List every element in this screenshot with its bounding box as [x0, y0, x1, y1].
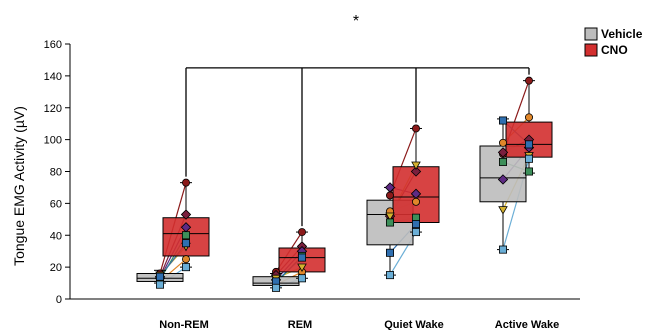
data-point: [411, 161, 421, 171]
y-tick-label: 0: [56, 294, 62, 306]
data-point: [498, 206, 508, 215]
data-point: [498, 245, 507, 254]
data-point: [181, 239, 190, 248]
legend-swatch: [584, 27, 598, 41]
significance-bracket: [185, 67, 530, 227]
data-point: [180, 209, 192, 220]
data-point: [525, 113, 534, 122]
data-point: [411, 228, 420, 237]
data-point: [385, 271, 394, 280]
data-point: [297, 253, 306, 262]
data-point: [525, 154, 534, 163]
y-tick-label: 100: [44, 135, 62, 147]
x-category-label: Quiet Wake: [384, 319, 444, 330]
axes: 0 20 40 60 80 100 120 140 160 Non-REM REM Quiet Wak…: [44, 39, 580, 330]
data-point: [498, 138, 507, 147]
y-tick-label: 160: [44, 39, 62, 51]
data-point: [525, 76, 534, 85]
data-point: [297, 228, 306, 237]
data-point: [181, 178, 190, 187]
legend-label: Vehicle: [601, 27, 643, 41]
data-point: [411, 220, 420, 229]
significance-label: *: [353, 13, 359, 30]
data-point: [498, 116, 507, 125]
data-point: [498, 157, 507, 166]
data-point: [385, 191, 394, 200]
data-point: [385, 248, 394, 257]
boxplots: [136, 80, 553, 289]
data-point: [411, 197, 420, 206]
legend-label: CNO: [601, 43, 628, 57]
data-point: [181, 255, 190, 264]
data-point: [385, 212, 395, 222]
y-tick-label: 80: [50, 167, 62, 179]
legend-swatch: [584, 43, 598, 57]
data-point: [525, 167, 534, 176]
y-tick-label: 20: [50, 262, 62, 274]
data-point: [384, 182, 396, 193]
data-point: [181, 231, 190, 240]
data-point: [297, 263, 307, 273]
y-tick-label: 120: [44, 103, 62, 115]
data-point: [297, 274, 306, 283]
data-point: [181, 263, 190, 272]
data-point: [271, 283, 280, 292]
data-point: [410, 166, 422, 177]
data-point: [155, 280, 164, 289]
y-axis-title: Tongue EMG Activity (µV): [11, 106, 27, 266]
data-point: [385, 218, 394, 227]
subject-lines: [159, 80, 530, 289]
data-point: [497, 174, 509, 185]
data-point: [155, 272, 164, 281]
x-category-label: Active Wake: [495, 319, 559, 330]
x-category-label: Non-REM: [159, 319, 209, 330]
legend: Vehicle CNO: [584, 27, 643, 57]
data-point: [497, 147, 509, 158]
y-tick-label: 60: [50, 198, 62, 210]
subject-markers: [154, 76, 535, 292]
y-tick-label: 140: [44, 71, 62, 83]
data-point: [411, 124, 420, 133]
y-tick-label: 40: [50, 230, 62, 242]
x-category-label: REM: [288, 319, 312, 330]
data-point: [525, 140, 534, 149]
